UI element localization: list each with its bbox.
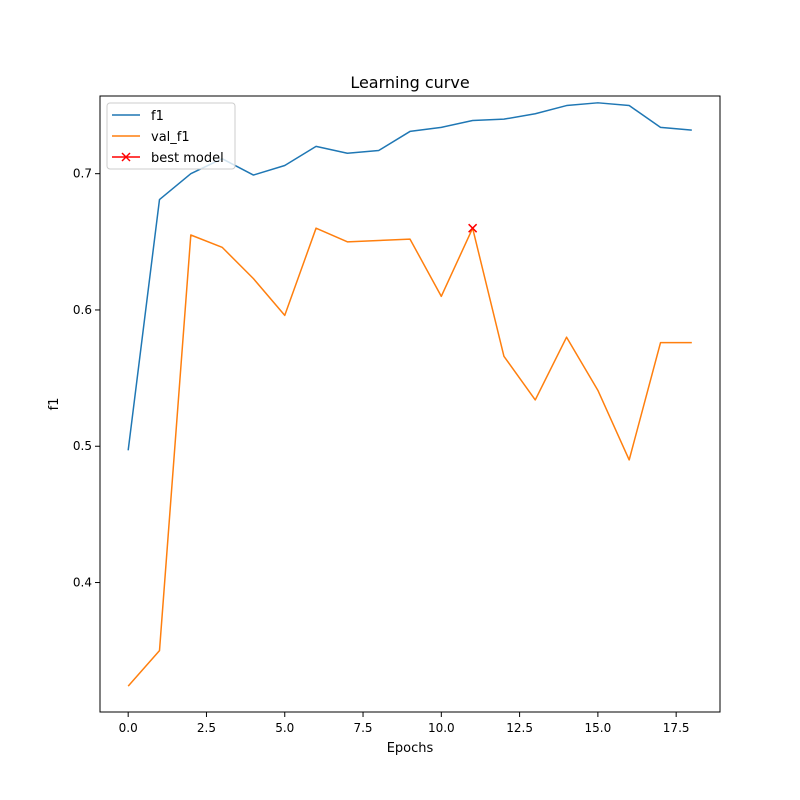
legend-entry: best model — [112, 151, 224, 166]
chart-title: Learning curve — [350, 73, 469, 92]
x-tick-label: 10.0 — [428, 721, 455, 735]
x-tick-label: 0.0 — [119, 721, 138, 735]
y-axis-label: f1 — [47, 398, 62, 411]
legend-entry: f1 — [112, 109, 164, 124]
legend-label: val_f1 — [151, 130, 190, 145]
x-tick-label: 5.0 — [275, 721, 294, 735]
x-axis-label: Epochs — [387, 741, 434, 756]
plot-content — [127, 102, 692, 687]
y-tick-label: 0.4 — [73, 576, 92, 590]
y-tick-label: 0.7 — [73, 167, 92, 181]
series-line-val-f1 — [127, 227, 692, 687]
x-axis-ticks: 0.0 2.5 5.0 7.5 10.0 12.5 15.0 17.5 — [119, 712, 690, 735]
x-tick-label: 17.5 — [663, 721, 690, 735]
x-tick-label: 7.5 — [353, 721, 372, 735]
legend-entry: val_f1 — [112, 130, 190, 145]
legend-box — [106, 102, 236, 170]
plot-area-frame — [99, 95, 721, 713]
legend-label: best model — [151, 151, 224, 166]
legend-label: f1 — [151, 109, 164, 124]
x-tick-label: 15.0 — [585, 721, 612, 735]
y-axis-ticks: 0.4 0.5 0.6 0.7 — [73, 167, 100, 590]
y-tick-label: 0.5 — [73, 439, 92, 453]
best-model-marker — [468, 223, 478, 233]
y-tick-label: 0.6 — [73, 303, 92, 317]
x-tick-label: 2.5 — [197, 721, 216, 735]
x-tick-label: 12.5 — [506, 721, 533, 735]
